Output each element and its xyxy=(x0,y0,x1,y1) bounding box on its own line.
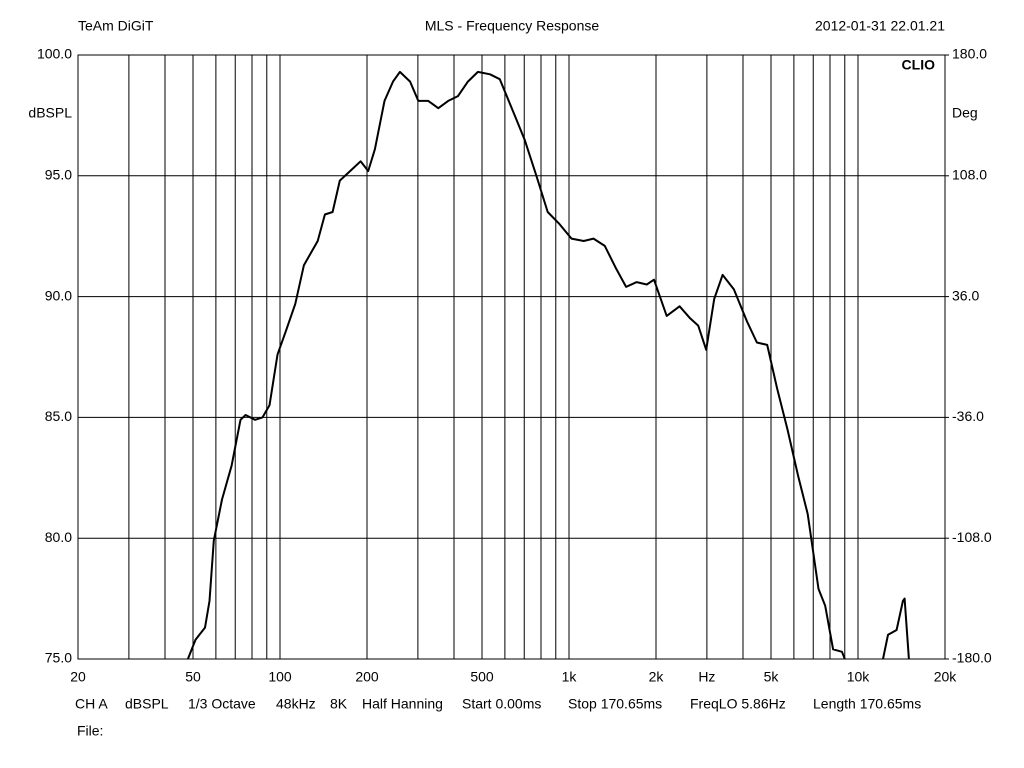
x-tick-label: 200 xyxy=(355,669,379,685)
y2-axis-label: Deg xyxy=(952,105,978,121)
header-right: 2012-01-31 22.01.21 xyxy=(815,18,945,34)
plot-border xyxy=(77,54,946,660)
footer-field: FreqLO 5.86Hz xyxy=(690,696,786,712)
x-tick-label: 100 xyxy=(268,669,292,685)
footer-field: Start 0.00ms xyxy=(462,696,541,712)
x-tick-label: 50 xyxy=(185,669,201,685)
footer-field: Length 170.65ms xyxy=(813,696,921,712)
chart-title: MLS - Frequency Response xyxy=(425,18,600,34)
y2-tick-label: 180.0 xyxy=(952,46,987,62)
x-tick-label: 1k xyxy=(562,669,578,685)
y2-tick-label: -36.0 xyxy=(952,408,984,424)
x-tick-label: 20 xyxy=(70,669,86,685)
header-left: TeAm DiGiT xyxy=(78,18,154,34)
y-tick-label: 100.0 xyxy=(37,46,72,62)
footer-field: CH A xyxy=(75,696,108,712)
x-tick-label: Hz xyxy=(698,669,715,685)
response-curve xyxy=(186,70,910,660)
footer-field: 48kHz xyxy=(276,696,316,712)
y2-tick-label: 108.0 xyxy=(952,167,987,183)
footer-file: File: xyxy=(77,723,103,739)
y-axis-label: dBSPL xyxy=(28,105,72,121)
footer-field: Half Hanning xyxy=(362,696,443,712)
x-tick-label: 5k xyxy=(764,669,780,685)
y-tick-label: 80.0 xyxy=(45,529,72,545)
brand: CLIO xyxy=(902,57,936,73)
footer-field: dBSPL xyxy=(125,696,169,712)
y-tick-label: 85.0 xyxy=(45,408,72,424)
footer-field: Stop 170.65ms xyxy=(568,696,662,712)
y2-tick-label: -180.0 xyxy=(952,650,992,666)
y-tick-label: 75.0 xyxy=(45,650,72,666)
footer-field: 8K xyxy=(330,696,348,712)
x-tick-label: 10k xyxy=(847,669,871,685)
y2-tick-label: 36.0 xyxy=(952,287,979,303)
y2-tick-label: -108.0 xyxy=(952,529,992,545)
y-tick-label: 90.0 xyxy=(45,287,72,303)
x-tick-label: 2k xyxy=(649,669,665,685)
x-tick-label: 500 xyxy=(470,669,494,685)
footer-field: 1/3 Octave xyxy=(188,696,256,712)
x-tick-label: 20k xyxy=(934,669,958,685)
y-tick-label: 95.0 xyxy=(45,167,72,183)
